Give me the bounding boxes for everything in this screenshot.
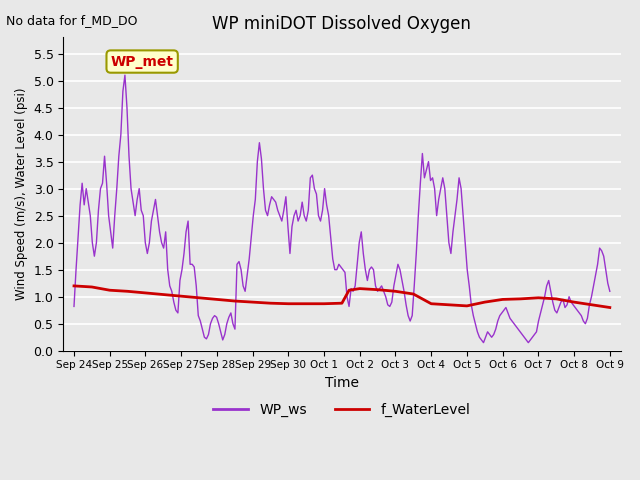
Legend: WP_ws, f_WaterLevel: WP_ws, f_WaterLevel xyxy=(208,397,476,422)
Text: No data for f_MD_DO: No data for f_MD_DO xyxy=(6,14,138,27)
X-axis label: Time: Time xyxy=(325,376,359,390)
Y-axis label: Wind Speed (m/s), Water Level (psi): Wind Speed (m/s), Water Level (psi) xyxy=(15,88,28,300)
Text: WP_met: WP_met xyxy=(111,55,173,69)
Title: WP miniDOT Dissolved Oxygen: WP miniDOT Dissolved Oxygen xyxy=(212,15,471,33)
